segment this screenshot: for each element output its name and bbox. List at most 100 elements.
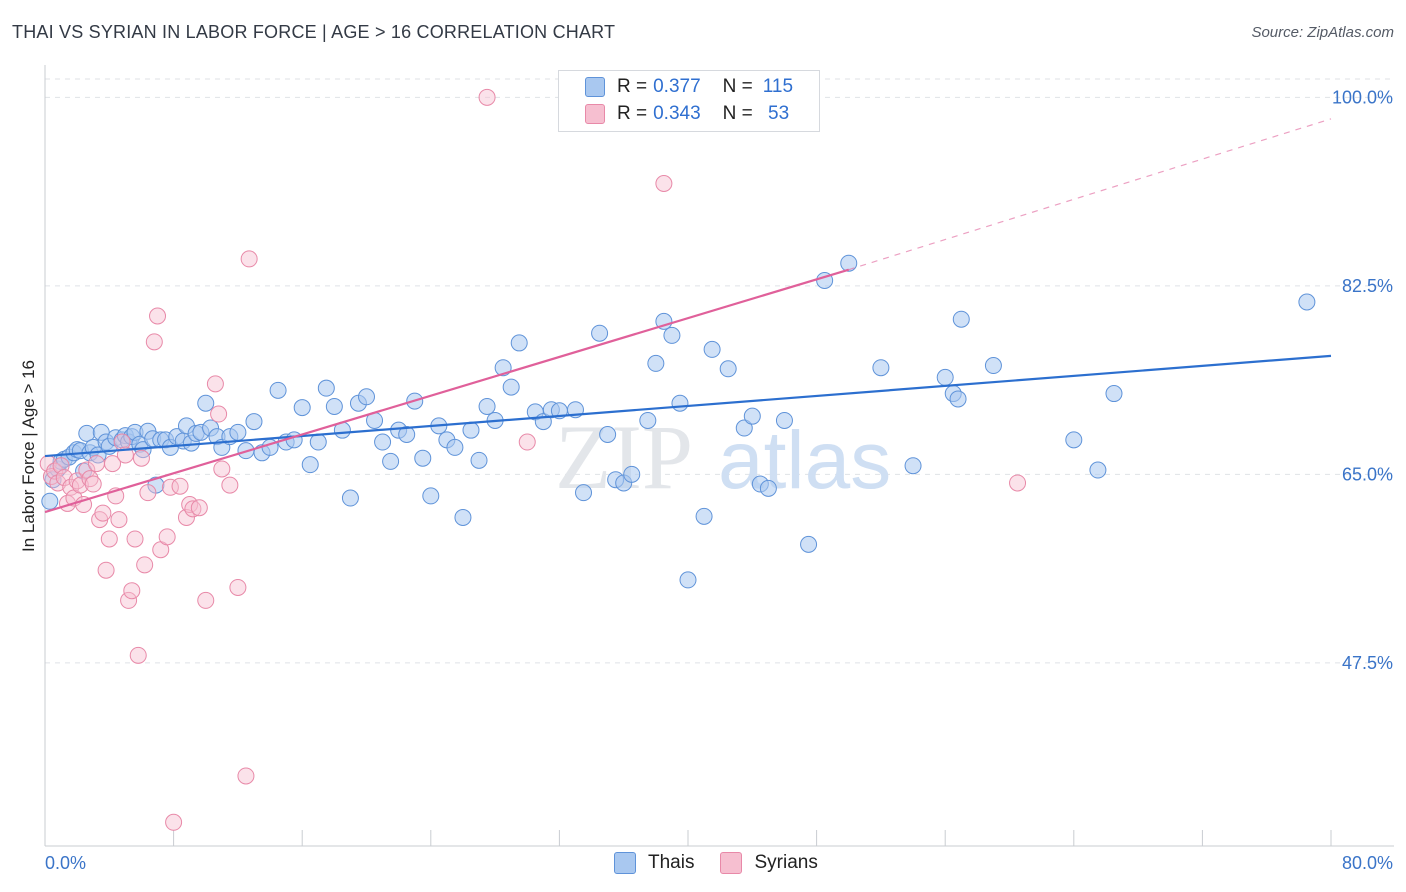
thais-point [325,397,343,415]
syrians-point [149,307,167,325]
thais-point [510,334,528,352]
syrians-point [184,500,202,518]
syrians-point [145,333,163,351]
syrians-point [478,88,496,106]
thais-point [759,479,777,497]
x-tick-label-min: 0.0% [45,853,86,873]
thais-point [446,438,464,456]
bottom-legend-label-thais: Thais [648,852,695,873]
syrians-point [78,461,96,479]
syrians-point [94,504,112,522]
thais-point [735,419,753,437]
syrians-point [240,250,258,268]
syrians-point [126,530,144,548]
thais-point [575,484,593,502]
syrians-point [165,813,183,831]
thais-point [382,452,400,470]
thais-point [462,421,480,439]
syrians-point [237,767,255,785]
thais-point [374,433,392,451]
syrians-point [87,455,105,473]
syrians-point [42,468,60,486]
legend-row-syrians: R = 0.343 N = 53 [585,103,789,125]
thais-point [679,571,697,589]
syrians-point [177,508,195,526]
syrians-point [213,460,231,478]
thais-point [952,310,970,328]
thais-point [502,378,520,396]
syrians-point [190,499,208,517]
thais-point [269,381,287,399]
syrians-point [129,646,147,664]
thais-trend-line [44,354,1332,458]
syrians-point [518,433,536,451]
thais-point [341,489,359,507]
thais-point [647,354,665,372]
thais-points [41,254,1316,589]
syrians-point [123,582,141,600]
legend-r-value-syrians: 0.343 [653,103,701,124]
legend-row-thais: R = 0.377 N = 115 [585,76,793,98]
bottom-legend-swatch-thais [614,852,636,874]
source-label: Source: ZipAtlas.com [1251,24,1394,41]
syrians-point [120,591,138,609]
thais-point [703,340,721,358]
bottom-legend: Thais Syrians [614,852,844,874]
syrians-point [104,455,122,473]
bottom-legend-thais: Thais [614,852,694,874]
thais-point [301,456,319,474]
bottom-legend-label-syrians: Syrians [754,852,818,873]
thais-point [663,326,681,344]
syrians-point [81,470,99,488]
thais-point [229,423,247,441]
syrians-points [39,88,1027,831]
thais-point [293,399,311,417]
y-tick-label: 82.5% [1342,276,1393,296]
y-tick-label: 100.0% [1332,87,1393,107]
syrians-point [136,556,154,574]
thais-point [743,407,761,425]
syrians-point [210,405,228,423]
thais-point [775,411,793,429]
thais-point [655,312,673,330]
thais-point [671,394,689,412]
syrians-point [206,375,224,393]
legend-n-label: N = [722,76,753,97]
thais-point [478,397,496,415]
thais-point [317,379,335,397]
syrians-point [71,476,89,494]
legend-n-label: N = [722,103,753,124]
chart-title: THAI VS SYRIAN IN LABOR FORCE | AGE > 16… [12,22,616,42]
y-axis-label: In Labor Force | Age > 16 [19,360,38,552]
thais-point [454,508,472,526]
syrians-point [132,449,150,467]
syrians-point [100,530,118,548]
legend-swatch-syrians [585,104,605,124]
thais-point [41,492,59,510]
syrians-point [97,561,115,579]
syrians-point [158,528,176,546]
y-tick-label: 65.0% [1342,464,1393,484]
syrians-point [139,484,157,502]
legend: R = 0.377 N = 115 R = 0.343 N = 53 [558,70,820,132]
thais-point [245,413,263,431]
trend-lines [44,118,1332,514]
syrians-point [84,475,102,493]
bottom-legend-syrians: Syrians [720,852,818,874]
thais-point [398,425,416,443]
thais-point [599,425,617,443]
thais-point [414,449,432,467]
thais-point [872,359,890,377]
syrians-point [655,174,673,192]
thais-point [949,390,967,408]
thais-point [1065,431,1083,449]
syrians-point [221,476,239,494]
legend-r-label: R = [617,76,648,97]
thais-point [309,433,327,451]
thais-point [1298,293,1316,311]
bottom-legend-swatch-syrians [720,852,743,874]
thais-point [197,394,215,412]
thais-point [422,487,440,505]
legend-r-label: R = [617,103,648,124]
